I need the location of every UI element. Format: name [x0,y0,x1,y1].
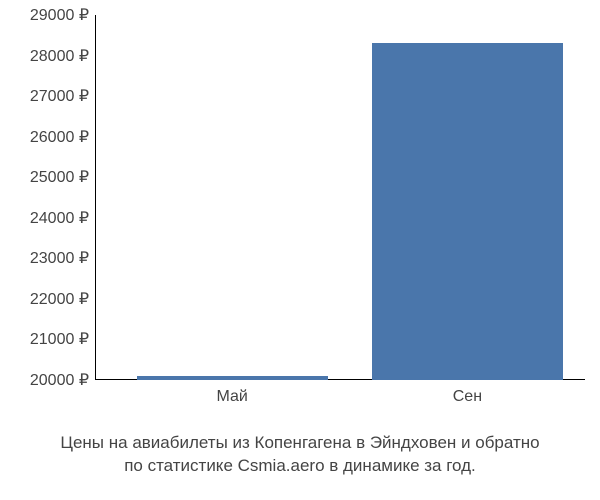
chart-caption: Цены на авиабилеты из Копенгагена в Эйнд… [0,432,600,478]
x-tick-label: Сен [453,388,482,406]
x-axis-labels: Май Сен [95,388,585,418]
y-tick-label: 25000 ₽ [30,167,89,187]
caption-line-1: Цены на авиабилеты из Копенгагена в Эйнд… [0,432,600,455]
x-tick-label: Май [217,388,248,406]
y-tick-label: 20000 ₽ [30,370,89,390]
y-tick-label: 27000 ₽ [30,86,89,106]
y-axis: 20000 ₽21000 ₽22000 ₽23000 ₽24000 ₽25000… [0,15,89,380]
y-tick-label: 22000 ₽ [30,289,89,309]
plot-area [95,15,585,380]
caption-line-2: по статистике Csmia.aero в динамике за г… [0,455,600,478]
bar [372,43,563,380]
y-tick-label: 28000 ₽ [30,46,89,66]
y-tick-label: 21000 ₽ [30,329,89,349]
y-tick-label: 26000 ₽ [30,127,89,147]
y-tick-label: 29000 ₽ [30,5,89,25]
y-tick-label: 24000 ₽ [30,208,89,228]
y-tick-label: 23000 ₽ [30,248,89,268]
bars-container [95,15,585,380]
bar [137,376,328,380]
price-bar-chart: 20000 ₽ 21000 ₽ 22000 ₽ 23000 ₽ 24000 ₽ 25000… [0,0,600,500]
